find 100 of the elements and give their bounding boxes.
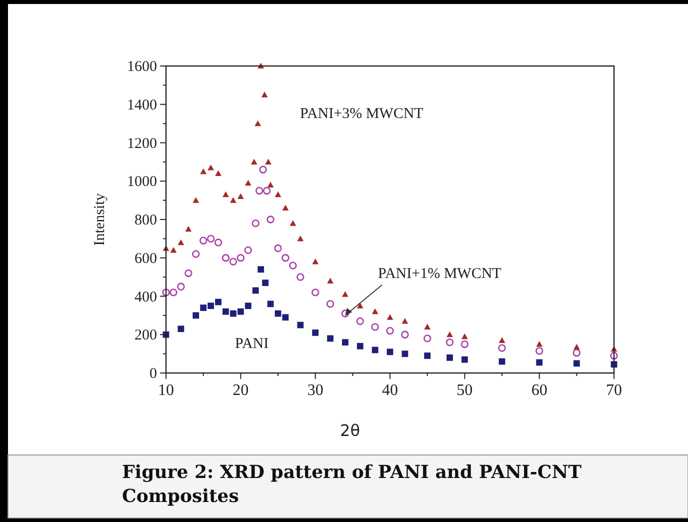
point xyxy=(282,204,289,211)
point xyxy=(460,340,469,348)
point xyxy=(229,258,238,266)
point xyxy=(401,330,409,338)
point xyxy=(297,235,304,242)
point xyxy=(402,318,408,324)
point xyxy=(342,291,348,297)
point xyxy=(267,182,274,188)
point xyxy=(446,338,454,346)
point xyxy=(274,244,282,252)
point xyxy=(262,186,271,195)
y-axis-title: Intensity xyxy=(92,192,108,246)
point xyxy=(356,342,364,350)
point xyxy=(265,158,272,164)
point xyxy=(255,186,264,195)
point xyxy=(289,262,297,270)
point xyxy=(208,164,214,170)
point xyxy=(259,166,267,174)
series-label: PANI xyxy=(235,336,269,352)
point xyxy=(386,314,394,320)
point xyxy=(192,250,200,258)
x-tick-label: 20 xyxy=(232,382,249,399)
point xyxy=(282,314,289,321)
point xyxy=(230,310,236,317)
point xyxy=(162,288,170,296)
point xyxy=(208,302,214,310)
point xyxy=(535,347,544,355)
point xyxy=(252,287,259,294)
point xyxy=(184,269,192,278)
point xyxy=(274,191,282,198)
point xyxy=(610,352,618,360)
point xyxy=(222,254,230,262)
point xyxy=(386,326,394,335)
point xyxy=(170,247,177,253)
point xyxy=(185,226,192,232)
text: Figure 2: XRD pattern of PANI and PANI-CNT Composites xyxy=(122,462,582,507)
point xyxy=(356,317,364,326)
x-tick-label: 10 xyxy=(158,382,174,399)
point xyxy=(372,346,378,354)
point xyxy=(498,344,506,352)
point xyxy=(572,349,581,357)
point xyxy=(386,348,394,356)
point xyxy=(244,246,252,254)
text: PANI+3% MWCNT xyxy=(300,106,424,122)
point xyxy=(327,335,334,342)
y-tick-label: 1000 xyxy=(127,174,157,190)
point xyxy=(296,273,304,281)
x-tick-label: 60 xyxy=(531,382,548,399)
point xyxy=(230,197,236,203)
x-tick-label: 50 xyxy=(456,382,473,399)
point xyxy=(342,339,348,346)
point xyxy=(237,308,244,315)
point xyxy=(266,216,274,224)
y-tick-label: 1600 xyxy=(127,59,157,75)
point xyxy=(244,180,252,186)
point xyxy=(200,304,207,311)
point xyxy=(402,350,408,358)
point xyxy=(312,258,319,264)
point xyxy=(214,238,222,246)
point xyxy=(222,308,229,315)
point xyxy=(192,197,200,203)
point xyxy=(341,310,350,318)
point xyxy=(282,254,290,262)
point xyxy=(250,158,258,164)
point xyxy=(446,331,453,338)
point xyxy=(461,356,468,363)
point xyxy=(258,266,264,273)
point xyxy=(424,352,431,359)
point xyxy=(423,334,432,342)
point xyxy=(237,193,244,200)
y-tick-label: 1400 xyxy=(127,97,157,114)
point xyxy=(178,239,184,246)
point xyxy=(372,308,378,314)
point xyxy=(192,312,200,319)
point xyxy=(424,324,431,330)
x-tick-label: 40 xyxy=(382,382,398,399)
point xyxy=(200,168,207,174)
point xyxy=(199,236,208,244)
point xyxy=(222,191,229,198)
point xyxy=(290,220,296,226)
y-tick-label: 0 xyxy=(150,366,157,382)
point xyxy=(261,92,268,98)
point xyxy=(327,278,334,284)
point xyxy=(215,170,222,176)
point xyxy=(170,288,178,296)
point xyxy=(573,360,580,367)
point xyxy=(446,354,453,361)
point xyxy=(297,322,304,328)
point xyxy=(461,333,468,340)
point xyxy=(178,326,184,332)
point xyxy=(371,323,379,331)
point xyxy=(236,254,245,262)
point xyxy=(311,288,320,296)
point xyxy=(206,234,215,243)
x-tick-label: 30 xyxy=(307,382,324,399)
point xyxy=(536,359,543,366)
point xyxy=(254,120,262,126)
point xyxy=(267,300,274,308)
y-tick-label: 1200 xyxy=(127,136,157,152)
point xyxy=(536,341,543,347)
